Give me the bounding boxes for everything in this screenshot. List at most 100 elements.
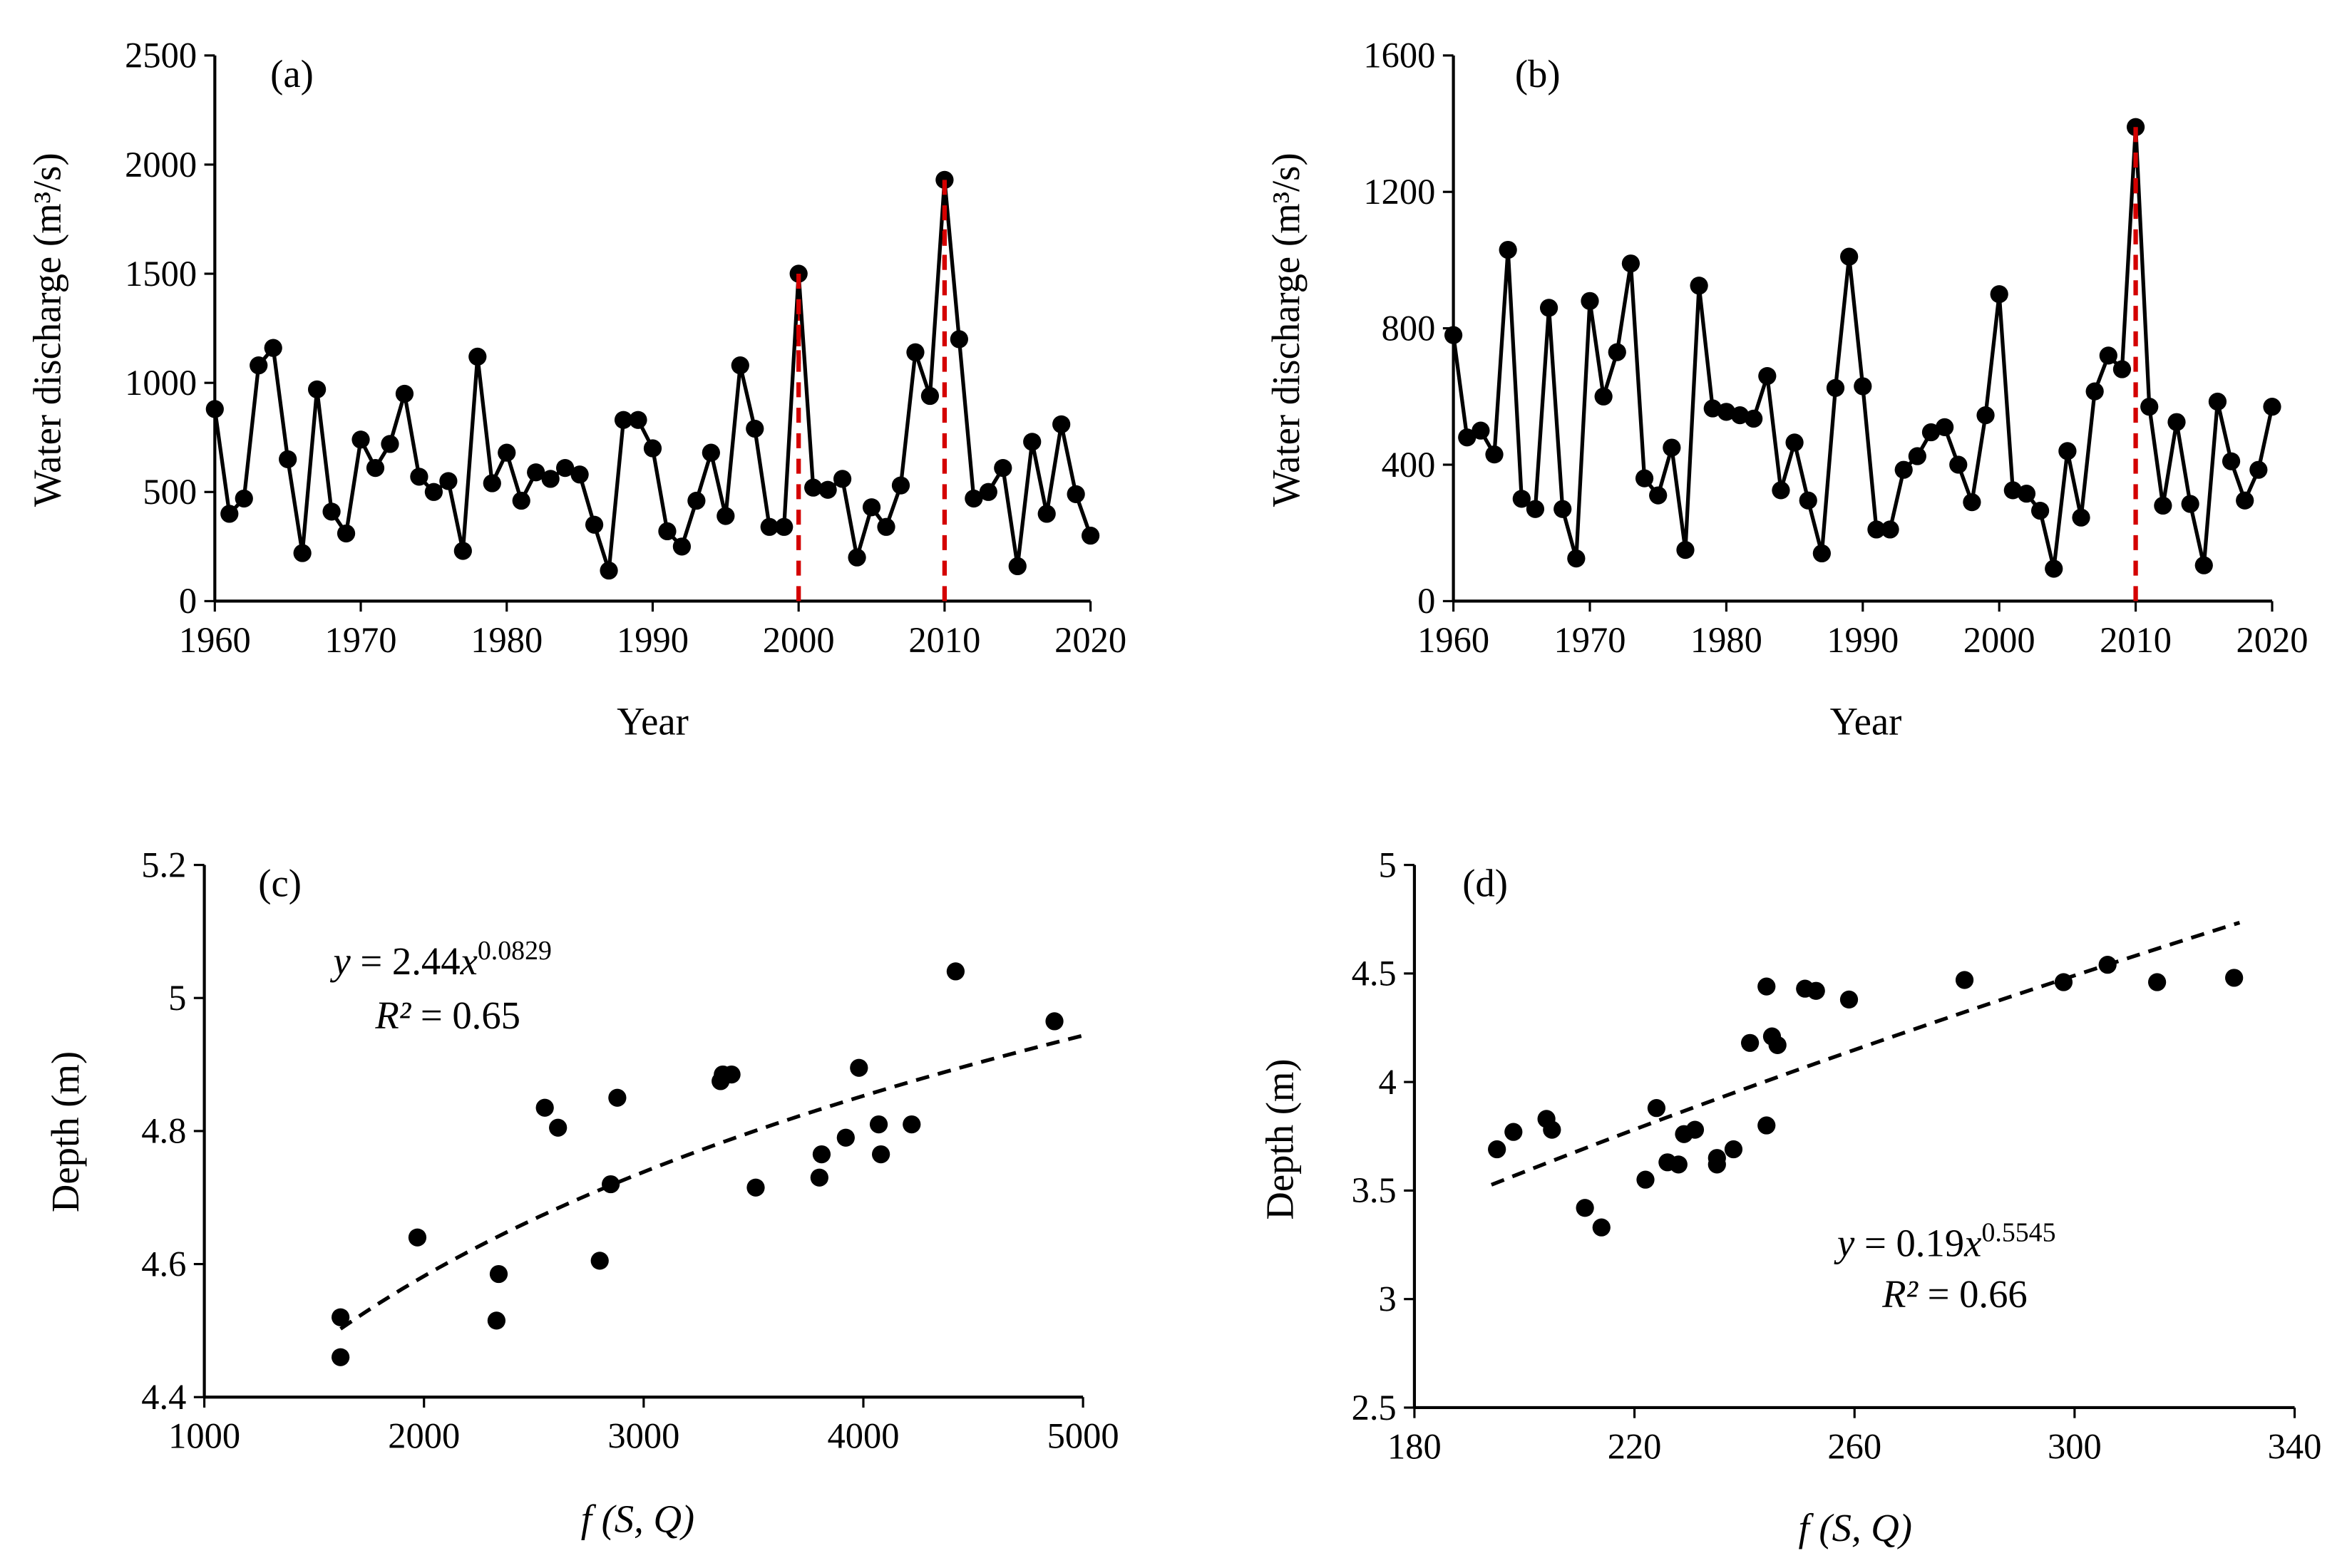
y-tick-label: 500 — [143, 472, 197, 512]
data-point — [775, 517, 794, 536]
x-tick-label: 300 — [2048, 1426, 2102, 1466]
y-axis-label: Depth (m) — [43, 1051, 87, 1212]
trend-equation: y = 0.19x0.5545 — [1834, 1217, 2055, 1264]
data-point — [483, 474, 501, 492]
x-tick-label: 1970 — [1554, 620, 1626, 660]
data-point — [332, 1348, 350, 1366]
data-point — [1636, 1170, 1655, 1189]
data-point — [381, 435, 399, 453]
panel-label: (c) — [258, 862, 302, 905]
data-point — [264, 339, 282, 357]
x-tick-label: 2010 — [908, 620, 980, 660]
data-point — [746, 419, 764, 438]
data-point — [1740, 1033, 1760, 1052]
data-point — [643, 439, 662, 458]
eq-exponent: 0.0829 — [478, 936, 552, 966]
eq-x: x — [1963, 1222, 1981, 1265]
data-point — [1840, 247, 1859, 266]
data-point — [498, 443, 516, 462]
data-point — [1526, 500, 1545, 518]
data-point — [1676, 541, 1695, 559]
data-point — [424, 483, 443, 501]
data-point — [950, 330, 968, 349]
data-point — [489, 1264, 508, 1284]
y-tick-label: 4 — [1378, 1062, 1396, 1102]
data-point — [2054, 973, 2073, 991]
data-point — [2099, 346, 2117, 365]
data-point — [366, 458, 385, 478]
x-tick-label: 1960 — [179, 620, 251, 660]
data-point — [1488, 1140, 1506, 1159]
data-point — [250, 356, 268, 375]
y-tick-label: 5.2 — [141, 845, 186, 884]
data-point — [337, 524, 356, 543]
data-point — [1663, 438, 1681, 457]
data-point — [1826, 378, 1845, 397]
y-axis-label: Water discharge (m³/s) — [26, 153, 69, 507]
x-tick-label: 1990 — [1827, 620, 1899, 660]
trend-line — [339, 1033, 1084, 1331]
eq-y: y — [329, 939, 351, 983]
series-line — [1451, 127, 2274, 569]
data-point — [1543, 1120, 1561, 1139]
data-point — [1757, 977, 1776, 996]
data-point — [608, 1088, 627, 1107]
data-point — [1485, 445, 1504, 464]
r-squared: R² = 0.66 — [1881, 1272, 2028, 1316]
x-tick-label: 1980 — [1690, 620, 1762, 660]
data-point — [2072, 508, 2090, 527]
data-point — [1772, 481, 1790, 500]
data-point — [307, 380, 327, 398]
data-point — [1854, 377, 1872, 396]
data-point — [979, 483, 997, 501]
data-point — [687, 491, 706, 510]
data-point — [746, 1178, 765, 1197]
data-point — [848, 548, 866, 567]
data-point — [293, 544, 312, 562]
data-point — [2225, 969, 2244, 987]
data-point — [833, 470, 852, 488]
data-point — [1990, 285, 2008, 304]
x-tick-label: 2000 — [1963, 620, 2035, 660]
data-point — [235, 489, 253, 508]
eq-coef: = 2.44 — [351, 939, 461, 983]
trend-equation: y = 2.44x0.0829 — [329, 936, 551, 983]
data-point — [2154, 496, 2172, 515]
r2-label: R² — [1881, 1272, 1919, 1316]
data-point — [556, 458, 575, 478]
y-tick-label: 4.8 — [141, 1111, 186, 1151]
data-point — [1799, 491, 1817, 510]
data-point — [2003, 481, 2022, 500]
data-point — [602, 1175, 620, 1194]
data-point — [2085, 382, 2104, 401]
y-tick-label: 5 — [168, 978, 186, 1018]
data-point — [1567, 549, 1586, 568]
data-point — [590, 1252, 609, 1270]
y-tick-label: 2500 — [125, 36, 197, 76]
data-point — [1081, 526, 1100, 545]
data-point — [487, 1311, 506, 1330]
data-point — [672, 537, 692, 556]
data-point — [1785, 433, 1804, 452]
data-point — [205, 400, 224, 418]
data-point — [1635, 469, 1654, 488]
data-point — [2030, 501, 2050, 520]
data-point — [946, 962, 965, 981]
x-tick-label: 2000 — [388, 1416, 460, 1456]
data-point — [903, 1115, 921, 1134]
data-point — [1539, 299, 1558, 317]
y-tick-label: 400 — [1382, 445, 1436, 485]
data-point — [1008, 557, 1027, 576]
data-point — [439, 472, 458, 490]
data-point — [1512, 490, 1531, 508]
trend-line — [1490, 920, 2241, 1187]
data-point — [891, 476, 910, 495]
data-point — [1758, 366, 1777, 386]
data-point — [2236, 491, 2254, 510]
data-point — [1690, 277, 1708, 295]
data-point — [629, 411, 647, 429]
data-point — [850, 1058, 868, 1077]
data-point — [2140, 398, 2159, 416]
data-point — [2058, 442, 2077, 460]
data-point — [1649, 486, 1668, 505]
